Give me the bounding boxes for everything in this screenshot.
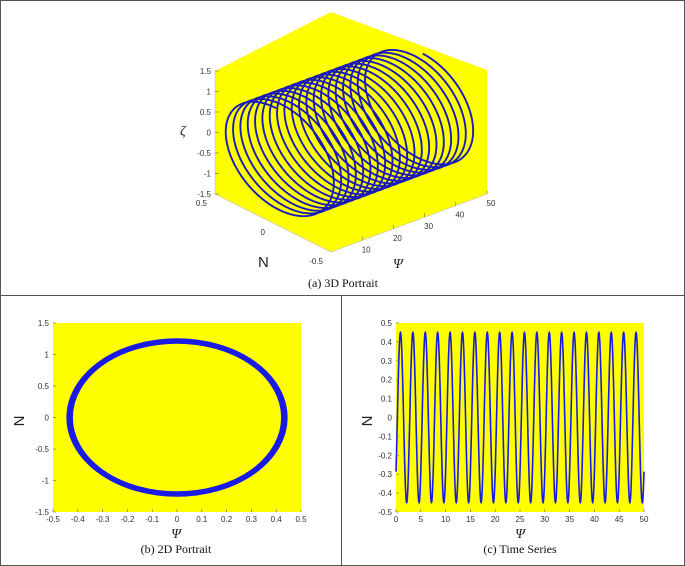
- x-tick-label: -0.4: [71, 515, 85, 524]
- y-tick-label: 1.5: [38, 319, 50, 328]
- x-tick-label: 50: [640, 515, 649, 524]
- helix-line: [224, 49, 475, 218]
- y-ticks: 1.5 1 0.5 0 -0.5 -1 -1.5: [35, 319, 56, 517]
- helix-series: [224, 49, 475, 218]
- n-tick-label: 0.5: [196, 199, 208, 208]
- x-tick-label: 35: [565, 515, 574, 524]
- x-tick-label: 15: [466, 515, 475, 524]
- y-tick-label: 0.5: [381, 319, 393, 328]
- x-tick-label: -0.3: [96, 515, 110, 524]
- panel-time-series: 0 5 10 15 20 25 30 35 40 45 50 0.50.40.30.20.10-0.…: [359, 319, 649, 556]
- x-tick-label: 0.3: [246, 515, 258, 524]
- z-ticks: 1.5 1 0.5 0 -0.5 -1 -1.5: [197, 67, 219, 199]
- z-tick-label: -1.5: [197, 190, 211, 199]
- ellipse-series: [66, 338, 288, 497]
- panel-a-edge: [214, 193, 332, 253]
- y-tick-label: -0.4: [378, 489, 392, 498]
- y-tick-label: 0.5: [38, 382, 50, 391]
- x-tick-label: -0.5: [46, 515, 60, 524]
- x-tick-label: 40: [590, 515, 599, 524]
- x-tick-label: 5: [419, 515, 424, 524]
- psi-ticks: 10 20 30 40 50: [362, 190, 496, 254]
- y-tick-label: 0.4: [381, 338, 393, 347]
- x-tick-label: 30: [540, 515, 549, 524]
- series-line: [395, 331, 645, 504]
- y-tick-label: -0.1: [378, 432, 392, 441]
- n-ticks: -0.5 0 0.5: [196, 199, 324, 266]
- n-tick-label: 0: [261, 228, 266, 237]
- y-tick-label: 0: [45, 414, 50, 423]
- z-tick-label: 1: [207, 88, 212, 97]
- y-tick-label: 1: [45, 351, 50, 360]
- z-tick-label: 0: [207, 129, 212, 138]
- psi-tick-label: 30: [424, 222, 433, 231]
- x-tick-label: -0.1: [145, 515, 159, 524]
- y-tick-label: -0.5: [35, 445, 49, 454]
- y-tick-label: -0.2: [378, 451, 392, 460]
- n-tick-label: -0.5: [309, 257, 323, 266]
- n-axis-label: N: [11, 416, 28, 427]
- psi-tick-label: 20: [393, 234, 402, 243]
- caption-c: (c) Time Series: [483, 542, 557, 556]
- y-tick-label: 0.3: [381, 357, 393, 366]
- x-tick-label: 0.5: [295, 515, 307, 524]
- z-tick-label: 1.5: [200, 67, 212, 76]
- n-axis-label: N: [359, 416, 376, 427]
- x-tick-label: 0.4: [271, 515, 283, 524]
- x-tick-label: 0.1: [196, 515, 208, 524]
- y-tick-label: 0.2: [381, 376, 393, 385]
- x-tick-label: 0.2: [221, 515, 233, 524]
- z-tick-label: 0.5: [200, 108, 212, 117]
- caption-b: (b) 2D Portrait: [141, 542, 212, 556]
- x-tick-label: -0.2: [121, 515, 135, 524]
- psi-axis-label: Ψ: [515, 527, 526, 542]
- x-tick-label: 0: [394, 515, 399, 524]
- y-tick-label: -1.5: [35, 508, 49, 517]
- x-tick-label: 0: [175, 515, 180, 524]
- zeta-axis-label: ζ: [180, 124, 187, 139]
- caption-a: (a) 3D Portrait: [308, 276, 379, 290]
- psi-axis-label: Ψ: [393, 257, 404, 272]
- x-tick-label: 25: [516, 515, 525, 524]
- psi-tick-label: 40: [455, 211, 464, 220]
- y-ticks: 0.5 0.4 0.3 0.2 0.1 0 -0.1 -0.2 -0.3 -0.4 -0.5: [378, 319, 399, 517]
- x-tick-label: 10: [441, 515, 450, 524]
- panel-2d-portrait: -0.5 -0.4 -0.3 -0.2 -0.1 0 0.1 0.2 0.3 0.4 0.5 1.5…: [11, 319, 307, 556]
- panel-a-edge: [330, 193, 488, 253]
- y-tick-label: -0.5: [378, 508, 392, 517]
- y-tick-label: 0.1: [381, 395, 393, 404]
- psi-axis-label: Ψ: [171, 527, 182, 542]
- y-tick-label: 0: [388, 414, 393, 423]
- time-series-line: [395, 331, 645, 504]
- x-tick-label: 20: [491, 515, 500, 524]
- x-ticks: 0 5 10 15 20 25 30 35 40 45 50: [394, 509, 649, 524]
- x-ticks: -0.5 -0.4 -0.3 -0.2 -0.1 0 0.1 0.2 0.3 0.4 0.5: [46, 509, 307, 524]
- panel-3d-portrait: 1.5 1 0.5 0 -0.5 -1 -1.5 -0.5 0 0.5 10 20 30 40 50 ζ…: [180, 12, 496, 290]
- ellipse-path: [66, 338, 288, 497]
- z-tick-label: -1: [204, 170, 212, 179]
- psi-tick-label: 10: [362, 245, 371, 254]
- y-tick-label: -0.3: [378, 470, 392, 479]
- x-tick-label: 45: [615, 515, 624, 524]
- y-tick-label: -1: [42, 477, 50, 486]
- psi-tick-label: 50: [487, 199, 496, 208]
- z-tick-label: -0.5: [197, 149, 211, 158]
- n-axis-label: N: [258, 254, 269, 271]
- panel-b-plot-area: [53, 323, 301, 512]
